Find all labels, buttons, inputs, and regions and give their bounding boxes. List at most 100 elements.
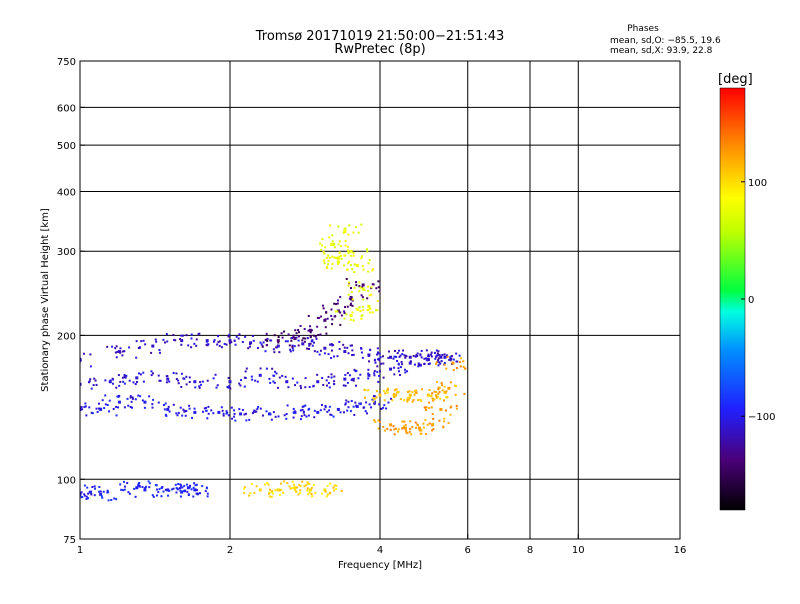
echo-point [349, 410, 352, 413]
echo-point [312, 334, 315, 337]
echo-point [379, 370, 382, 373]
echo-point [280, 332, 283, 335]
echo-point [123, 406, 126, 409]
echo-point [120, 488, 123, 491]
echo-point [206, 492, 209, 495]
echo-point [94, 487, 97, 490]
echo-point [437, 392, 440, 395]
echo-point [80, 382, 82, 386]
echo-point [338, 251, 341, 254]
echo-point [439, 407, 443, 411]
echo-point [115, 405, 118, 408]
echo-point [311, 495, 314, 498]
echo-point [428, 394, 431, 397]
echo-point [361, 283, 365, 287]
echo-point [222, 414, 225, 417]
echo-point [162, 490, 165, 493]
echo-point [460, 357, 463, 360]
echo-point [134, 495, 137, 498]
echo-point [340, 314, 343, 317]
echo-point [319, 409, 322, 412]
echo-point [431, 412, 434, 415]
echo-point [249, 341, 253, 345]
echo-point [193, 488, 197, 492]
echo-point [287, 333, 290, 336]
echo-point [449, 357, 452, 360]
echo-point [217, 335, 220, 338]
echo-point [166, 407, 170, 411]
echo-point [235, 335, 238, 338]
echo-point [300, 415, 303, 418]
echo-point [68, 407, 70, 409]
echo-point [283, 414, 286, 417]
echo-point [161, 486, 164, 489]
echo-point [343, 377, 347, 381]
echo-point [415, 426, 418, 429]
echo-point [423, 362, 426, 365]
echo-point [340, 490, 343, 493]
echo-point [408, 430, 411, 433]
echo-point [373, 397, 376, 400]
echo-point [180, 339, 184, 343]
echo-point [387, 401, 390, 404]
echo-point [172, 334, 175, 337]
echo-point [243, 413, 246, 416]
echo-point [333, 246, 336, 249]
echo-point [347, 293, 350, 296]
echo-point [367, 270, 370, 273]
echo-point [344, 384, 347, 387]
echo-point [265, 410, 268, 413]
echo-point [353, 286, 356, 289]
echo-point [226, 411, 229, 414]
echo-point [401, 353, 404, 356]
echo-point [292, 407, 295, 410]
echo-point [139, 395, 142, 398]
echo-point [416, 423, 419, 426]
echo-point [316, 380, 320, 384]
echo-point [373, 372, 376, 375]
echo-point [256, 407, 259, 410]
echo-point [292, 334, 295, 337]
echo-point [344, 239, 347, 242]
echo-point [444, 409, 447, 412]
echo-point [284, 375, 287, 378]
echo-point [359, 310, 362, 313]
echo-point [297, 339, 300, 342]
echo-point [265, 367, 268, 370]
echo-point [278, 351, 281, 354]
echo-point [355, 369, 358, 372]
echo-point [353, 413, 356, 416]
echo-point [432, 428, 435, 431]
echo-point [145, 485, 148, 488]
echo-point [262, 341, 265, 344]
echo-point [267, 483, 270, 486]
echo-point [318, 316, 321, 319]
echo-point [406, 400, 409, 403]
echo-point [154, 338, 157, 341]
echo-point [103, 407, 106, 410]
echo-point [321, 304, 324, 307]
echo-point [175, 487, 178, 490]
echo-point [176, 414, 179, 417]
echo-point [188, 376, 191, 379]
echo-point [249, 492, 252, 495]
echo-point [323, 488, 327, 492]
echo-point [326, 410, 329, 413]
echo-point [155, 488, 158, 491]
echo-point [307, 347, 310, 350]
echo-point [132, 381, 135, 384]
echo-point [89, 378, 92, 381]
echo-point [379, 356, 382, 359]
grid-lines [80, 61, 680, 539]
echo-point [393, 396, 396, 399]
echo-point [387, 350, 390, 353]
echo-point [108, 399, 111, 402]
echo-point [376, 309, 379, 312]
echo-point [87, 497, 90, 500]
echo-point [404, 354, 407, 357]
echo-point [218, 344, 221, 347]
echo-point [296, 486, 299, 489]
echo-point [333, 302, 336, 305]
echo-point [439, 362, 442, 365]
